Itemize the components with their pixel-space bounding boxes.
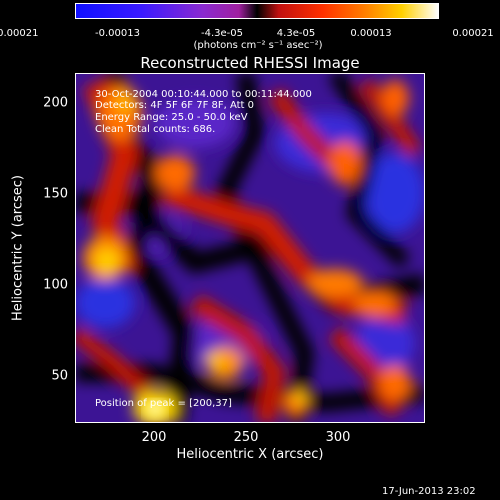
y-axis-label: Heliocentric Y (arcsec) bbox=[10, 175, 26, 321]
intensity-image bbox=[75, 73, 425, 423]
image-map bbox=[75, 73, 425, 423]
colorbar-tick: -4.3e-05 bbox=[201, 28, 243, 39]
colorbar-tick: -0.00013 bbox=[95, 28, 140, 39]
detectors-info: Detectors: 4F 5F 6F 7F 8F, Att 0 bbox=[95, 100, 255, 111]
plot-title: Reconstructed RHESSI Image bbox=[140, 54, 360, 72]
x-tick: 200 bbox=[141, 430, 167, 445]
colorbar-tick: 0.00013 bbox=[350, 28, 392, 39]
colorbar-unit: (photons cm⁻² s⁻¹ asec⁻²) bbox=[193, 40, 323, 51]
y-tick: 150 bbox=[43, 186, 68, 202]
date-stamp: 17-Jun-2013 23:02 bbox=[382, 486, 476, 497]
peak-position: Position of peak = [200,37] bbox=[95, 398, 232, 409]
y-tick: 100 bbox=[43, 277, 68, 293]
colorbar-tick: 0.00021 bbox=[452, 28, 494, 39]
x-axis-label: Heliocentric X (arcsec) bbox=[176, 447, 324, 462]
time-range: 30-Oct-2004 00:10:44.000 to 00:11:44.000 bbox=[95, 89, 312, 100]
x-tick: 300 bbox=[325, 430, 351, 445]
colorbar-tick: 4.3e-05 bbox=[276, 28, 316, 39]
y-tick: 200 bbox=[43, 95, 68, 111]
y-tick: 50 bbox=[51, 368, 68, 384]
x-tick: 250 bbox=[233, 430, 259, 445]
colorbar bbox=[75, 3, 439, 19]
clean-counts: Clean Total counts: 686. bbox=[95, 124, 216, 135]
colorbar-tick: -0.00021 bbox=[0, 28, 39, 39]
energy-range: Energy Range: 25.0 - 50.0 keV bbox=[95, 112, 248, 123]
